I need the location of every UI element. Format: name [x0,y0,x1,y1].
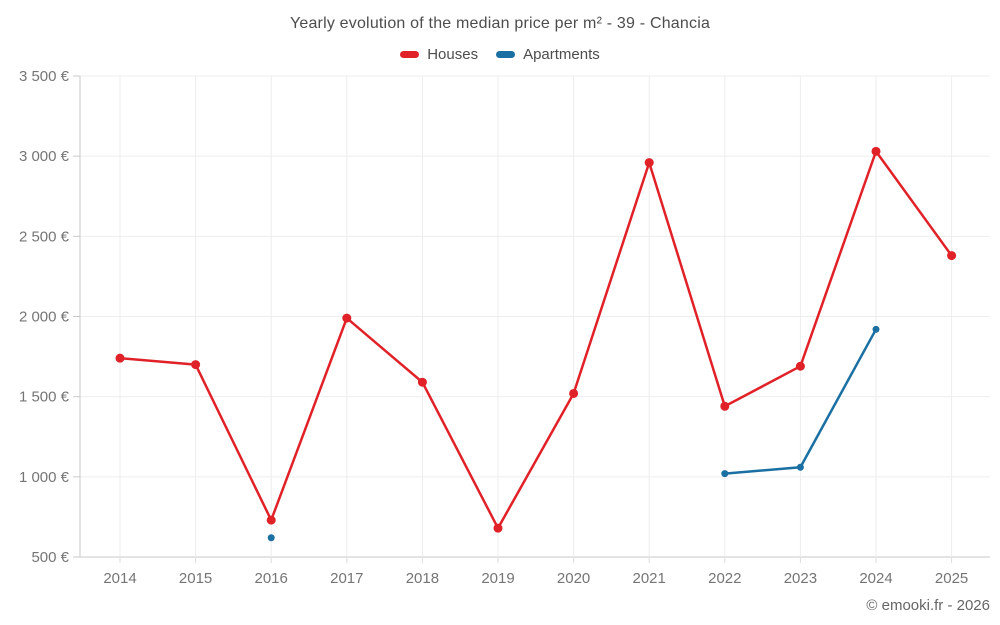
houses-point-2019[interactable] [493,523,503,533]
apartments-point-2024[interactable] [872,325,880,333]
page-title: Yearly evolution of the median price per… [289,15,711,32]
y-tick-label: 1 500 € [19,389,70,406]
x-tick-label: 2022 [708,570,741,587]
x-tick-label: 2016 [255,570,288,587]
y-tick-label: 3 500 € [19,68,70,85]
apartments-swatch-icon [496,51,516,58]
y-tick-label: 500 € [31,549,69,566]
y-tick-label: 2 000 € [19,309,70,326]
legend-label-houses: Houses [427,46,479,63]
x-tick-label: 2015 [179,570,212,587]
chart-legend: Houses Apartments [0,46,1000,63]
legend-label-apartments: Apartments [523,46,600,63]
attribution: © emooki.fr - 2026 [866,597,990,614]
x-tick-label: 2024 [859,570,892,587]
houses-point-2025[interactable] [947,251,957,261]
legend-item-apartments[interactable]: Apartments [496,46,600,63]
houses-swatch-icon [400,51,420,58]
houses-point-2022[interactable] [720,401,730,411]
x-tick-label: 2023 [784,570,817,587]
apartments-point-2022[interactable] [721,470,729,478]
x-tick-label: 2021 [633,570,666,587]
houses-point-2024[interactable] [871,146,881,156]
houses-point-2014[interactable] [115,353,125,363]
legend-item-houses[interactable]: Houses [400,46,478,63]
y-tick-label: 3 000 € [19,148,70,165]
y-tick-label: 1 000 € [19,469,70,486]
x-tick-label: 2019 [481,570,514,587]
y-tick-label: 2 500 € [19,228,70,245]
x-tick-label: 2018 [406,570,439,587]
houses-point-2015[interactable] [191,360,201,370]
houses-point-2023[interactable] [795,361,805,371]
x-tick-label: 2017 [330,570,363,587]
houses-point-2021[interactable] [644,158,654,168]
x-tick-label: 2025 [935,570,968,587]
houses-point-2016[interactable] [266,515,276,525]
houses-point-2020[interactable] [569,388,579,398]
x-tick-label: 2014 [103,570,136,587]
houses-point-2017[interactable] [342,313,352,323]
apartments-point-2023[interactable] [796,463,804,471]
apartments-point-2016[interactable] [267,534,275,542]
houses-line [118,150,953,530]
houses-point-2018[interactable] [417,377,427,387]
x-tick-label: 2020 [557,570,590,587]
